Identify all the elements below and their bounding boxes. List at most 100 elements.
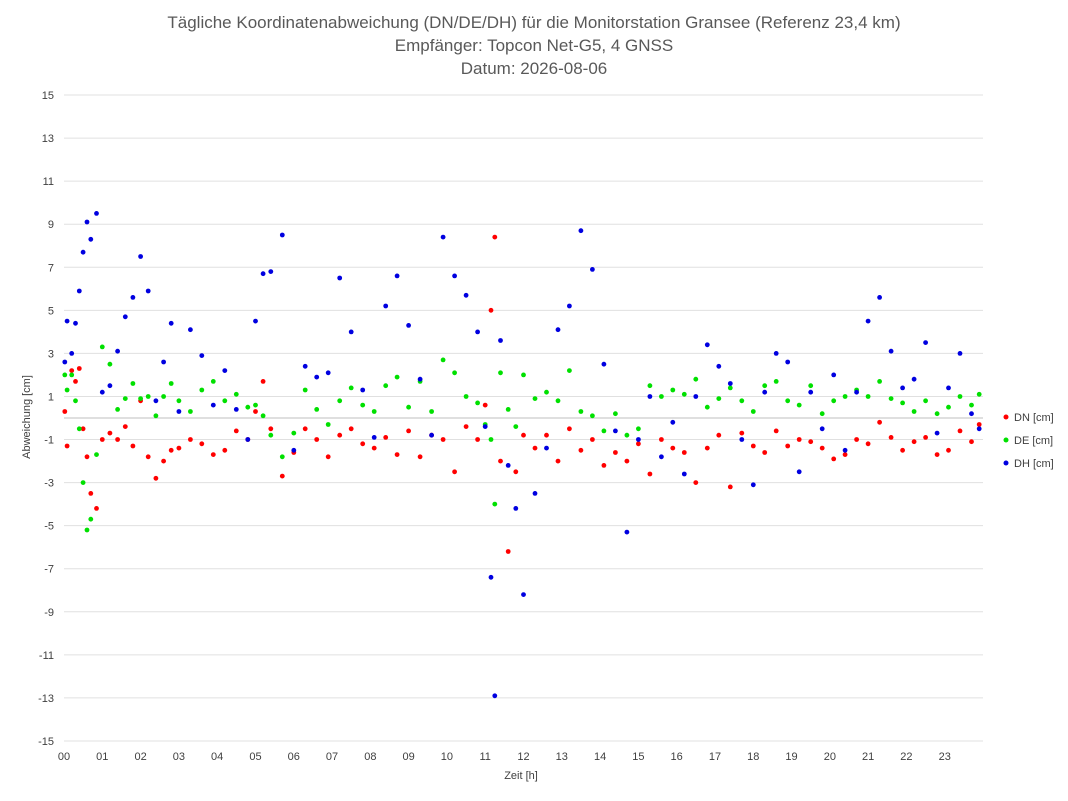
point-dn: [222, 447, 228, 453]
chart-title-line-3: Datum: 2026-08-06: [461, 59, 607, 78]
point-dn: [475, 437, 480, 442]
x-tick-label: 05: [249, 751, 261, 763]
point-dn: [62, 409, 68, 414]
point-dn: [168, 447, 174, 453]
point-de: [168, 381, 174, 386]
point-de: [544, 389, 549, 395]
legend-marker-de: [1003, 437, 1009, 443]
point-dh: [394, 273, 400, 279]
point-de: [279, 454, 285, 460]
point-dh: [253, 318, 258, 324]
point-dn: [69, 368, 75, 373]
point-dn: [73, 379, 78, 384]
point-dh: [80, 249, 86, 255]
series-dh: [62, 211, 982, 699]
x-tick-label: 04: [211, 751, 223, 763]
point-de: [429, 409, 434, 414]
point-dh: [233, 407, 239, 412]
point-dn: [976, 422, 982, 427]
x-tick-label: 12: [517, 751, 529, 763]
point-dh: [877, 295, 882, 300]
point-dh: [976, 426, 982, 432]
point-dn: [153, 475, 159, 481]
point-de: [199, 387, 205, 393]
x-tick-label: 23: [939, 751, 951, 763]
point-dh: [94, 211, 99, 216]
point-dn: [590, 437, 595, 442]
point-dh: [808, 389, 814, 395]
point-dh: [946, 385, 951, 391]
y-tick-label: 15: [42, 90, 54, 102]
grid-lines: [64, 94, 983, 742]
point-dn: [122, 424, 128, 429]
point-dh: [681, 471, 687, 477]
point-de: [88, 516, 94, 522]
y-tick-label: -11: [39, 650, 54, 662]
point-de: [704, 404, 710, 410]
point-de: [222, 398, 228, 404]
point-de: [463, 394, 469, 399]
point-dn: [957, 428, 963, 434]
point-dn: [911, 439, 917, 445]
point-de: [452, 370, 457, 376]
point-dn: [452, 469, 457, 475]
point-dh: [122, 314, 128, 320]
point-dn: [854, 437, 859, 442]
point-dn: [371, 445, 377, 451]
legend-marker-dh: [1003, 460, 1009, 466]
point-dn: [681, 450, 687, 455]
point-de: [693, 376, 699, 382]
point-dh: [659, 454, 664, 460]
point-dn: [934, 452, 940, 457]
point-de: [900, 400, 905, 406]
point-dh: [138, 254, 144, 259]
point-dh: [64, 318, 70, 324]
point-de: [532, 396, 538, 401]
point-de: [727, 385, 733, 391]
point-de: [739, 398, 745, 404]
point-dh: [199, 353, 205, 358]
point-dh: [73, 320, 78, 326]
point-de: [153, 413, 159, 419]
x-tick-label: 20: [824, 751, 836, 763]
point-dh: [854, 389, 859, 395]
y-tick-label: -3: [44, 478, 54, 490]
point-dn: [130, 443, 136, 449]
point-de: [957, 394, 963, 399]
point-dh: [567, 303, 572, 309]
point-dn: [115, 437, 120, 442]
point-dh: [176, 409, 182, 414]
point-dh: [302, 363, 308, 369]
point-de: [488, 437, 494, 442]
point-de: [406, 404, 411, 410]
point-dn: [521, 432, 526, 438]
point-dn: [601, 463, 607, 468]
point-dn: [88, 491, 94, 496]
point-dh: [168, 320, 174, 326]
point-de: [647, 383, 653, 389]
y-tick-label: 3: [48, 348, 54, 360]
point-dh: [727, 381, 733, 386]
point-de: [567, 368, 572, 373]
point-dn: [727, 484, 733, 490]
point-dh: [831, 372, 837, 378]
point-dh: [348, 329, 354, 335]
point-de: [796, 402, 802, 408]
point-dh: [153, 398, 159, 404]
point-dh: [923, 340, 928, 345]
point-dn: [762, 450, 768, 455]
point-de: [233, 391, 239, 397]
point-dh: [750, 482, 756, 488]
chart-title-line-1: Tägliche Koordinatenabweichung (DN/DE/DH…: [167, 13, 900, 32]
point-de: [245, 404, 251, 410]
point-dn: [900, 447, 905, 453]
point-dn: [482, 402, 488, 408]
point-dn: [260, 379, 266, 384]
point-de: [314, 407, 320, 412]
point-de: [115, 407, 120, 412]
point-dh: [383, 303, 389, 309]
point-dh: [260, 271, 266, 277]
point-dn: [302, 426, 308, 432]
point-dh: [115, 348, 120, 354]
